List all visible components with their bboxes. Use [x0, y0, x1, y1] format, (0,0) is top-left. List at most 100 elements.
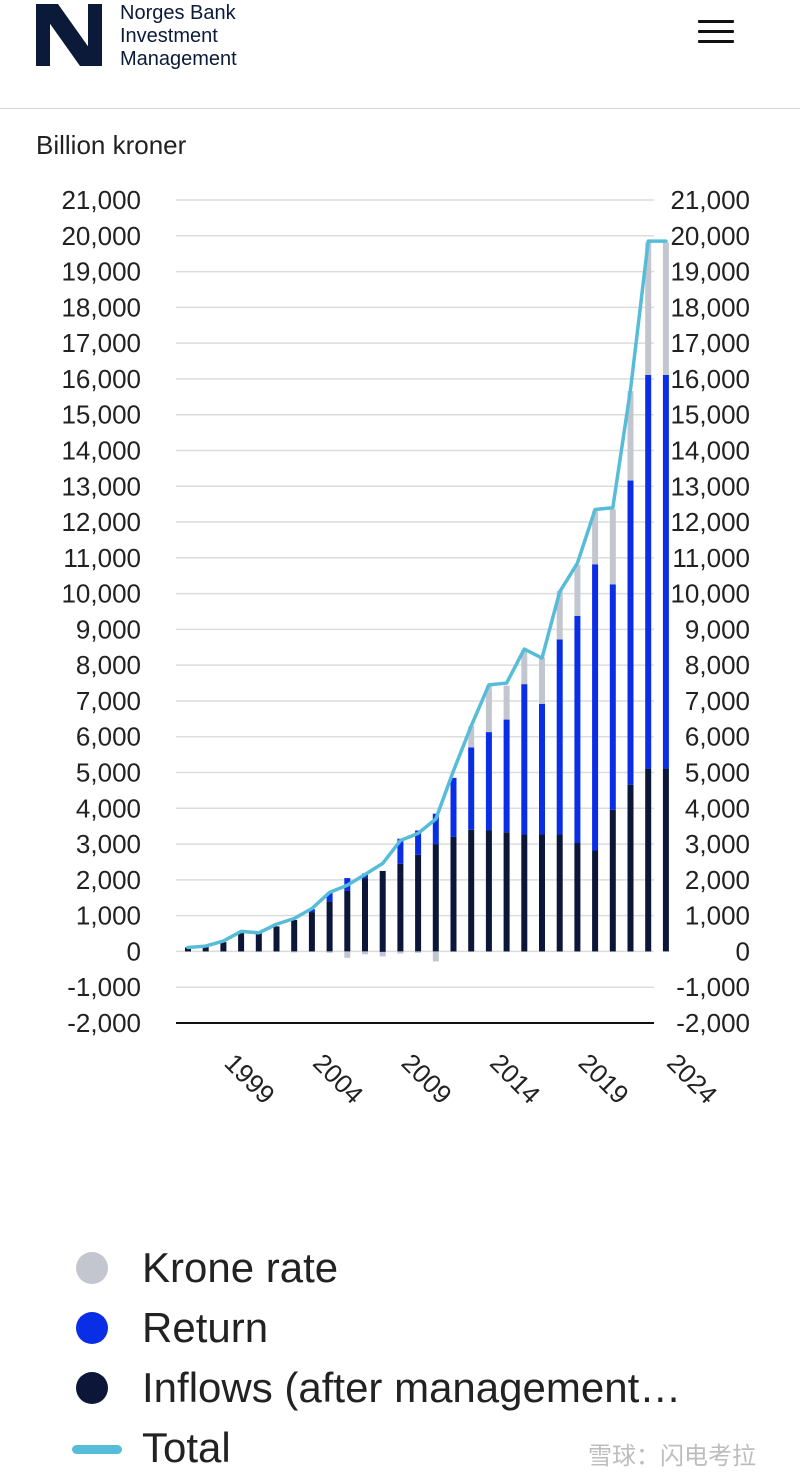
- bar-krone-2021: [609, 509, 616, 585]
- bar-return-2018: [556, 639, 563, 835]
- bar-krone-2023: [645, 242, 652, 375]
- bar-inflows-2011: [432, 844, 439, 952]
- y-tick-label-right: 4,000: [685, 793, 750, 823]
- y-tick-label-left: -1,000: [67, 972, 141, 1002]
- hamburger-menu-icon[interactable]: [698, 20, 734, 48]
- bar-return-2015: [503, 719, 510, 833]
- brand-name[interactable]: Norges Bank Investment Management: [120, 2, 237, 71]
- bar-krone-2009: [397, 951, 404, 954]
- y-tick-label-right: 13,000: [670, 471, 750, 501]
- bar-inflows-2023: [645, 768, 652, 952]
- bar-krone-2005: [326, 951, 333, 953]
- y-tick-label-left: 2,000: [76, 865, 141, 895]
- bar-krone-2015: [503, 685, 510, 720]
- y-tick-label-right: 21,000: [670, 185, 750, 215]
- bar-inflows-2020: [592, 850, 599, 952]
- bar-inflows-1998: [202, 946, 209, 952]
- return-swatch-icon: [76, 1312, 108, 1344]
- bar-return-2008: [379, 951, 386, 953]
- bar-inflows-2008: [379, 870, 386, 952]
- y-tick-label-left: 16,000: [61, 364, 141, 394]
- y-tick-label-left: 21,000: [61, 185, 141, 215]
- total-line-swatch-icon: [72, 1445, 122, 1454]
- y-tick-label-right: 5,000: [685, 758, 750, 788]
- x-tick-label: 2014: [484, 1048, 546, 1110]
- x-tick-label: 2009: [396, 1048, 458, 1110]
- bar-inflows-2017: [539, 834, 545, 952]
- y-tick-label-left: 7,000: [76, 686, 141, 716]
- inflows-swatch-icon: [76, 1372, 108, 1404]
- legend-item-inflows[interactable]: Inflows (after management…: [72, 1360, 772, 1420]
- bar-return-2013: [468, 747, 475, 830]
- x-tick-label: 2024: [661, 1048, 723, 1110]
- x-tick-label: 2019: [573, 1048, 635, 1110]
- bar-return-2011: [432, 813, 439, 845]
- bar-krone-2024: [662, 242, 669, 375]
- y-tick-label-left: 15,000: [61, 400, 141, 430]
- y-tick-label-left: 17,000: [61, 328, 141, 358]
- bar-inflows-2000: [238, 932, 245, 952]
- y-tick-label-left: 1,000: [76, 901, 141, 931]
- y-tick-label-right: 1,000: [685, 901, 750, 931]
- y-tick-label-left: 6,000: [76, 722, 141, 752]
- legend-label: Krone rate: [142, 1244, 339, 1291]
- y-tick-label-right: 10,000: [670, 579, 750, 609]
- y-tick-label-left: 10,000: [61, 579, 141, 609]
- legend-item-return[interactable]: Return: [72, 1300, 772, 1360]
- y-tick-label-left: 4,000: [76, 793, 141, 823]
- bar-krone-2017: [539, 657, 545, 704]
- bar-krone-2006: [344, 951, 351, 958]
- y-tick-label-right: 17,000: [670, 328, 750, 358]
- bar-inflows-2015: [503, 832, 510, 952]
- bar-inflows-2005: [326, 901, 333, 952]
- y-tick-label-right: -2,000: [676, 1008, 750, 1038]
- y-tick-label-left: 8,000: [76, 650, 141, 680]
- bar-return-2009: [397, 838, 404, 864]
- bar-inflows-2013: [468, 829, 475, 952]
- y-tick-label-left: 18,000: [61, 292, 141, 322]
- bar-krone-2022: [627, 391, 634, 481]
- legend-item-krone-rate[interactable]: Krone rate: [72, 1240, 772, 1300]
- total-series-line: [186, 239, 668, 950]
- bar-inflows-2022: [627, 784, 634, 952]
- y-tick-label-left: 11,000: [63, 543, 141, 573]
- x-tick-label: 1999: [219, 1048, 281, 1110]
- y-tick-label-left: 0: [127, 936, 141, 966]
- bar-krone-2008: [379, 952, 386, 957]
- bar-krone-2003: [291, 951, 298, 953]
- bar-inflows-2021: [609, 809, 616, 952]
- brand-line-3: Management: [120, 48, 237, 70]
- bar-return-2017: [539, 703, 545, 835]
- site-header: Norges Bank Investment Management: [0, 0, 800, 109]
- bar-krone-2018: [556, 591, 563, 640]
- y-tick-label-left: 12,000: [61, 507, 141, 537]
- y-tick-label-right: 19,000: [670, 257, 750, 287]
- nbim-n-logo-icon[interactable]: [36, 4, 102, 66]
- y-tick-label-right: 7,000: [685, 686, 750, 716]
- y-tick-label-right: 16,000: [670, 364, 750, 394]
- bar-return-2022: [627, 480, 634, 785]
- bar-return-2016: [521, 684, 528, 835]
- bar-inflows-2003: [291, 919, 298, 952]
- y-tick-label-right: 18,000: [670, 292, 750, 322]
- y-tick-label-left: 20,000: [61, 221, 141, 251]
- chart-legend: Krone rate Return Inflows (after managem…: [72, 1240, 772, 1480]
- y-tick-label-right: 8,000: [685, 650, 750, 680]
- y-tick-label-left: 5,000: [76, 758, 141, 788]
- bar-inflows-2024: [662, 768, 669, 952]
- bar-krone-2016: [521, 650, 528, 685]
- fund-value-chart: 21,000 21,000 20,000 20,000 19,000 19,000 18,0…: [61, 185, 750, 1110]
- bar-krone-2020: [592, 510, 599, 565]
- y-tick-label-left: 3,000: [76, 829, 141, 859]
- legend-item-total[interactable]: Total: [72, 1420, 772, 1480]
- bar-inflows-2007: [362, 878, 368, 952]
- bar-inflows-2018: [556, 834, 563, 952]
- x-tick-label: 2004: [307, 1048, 369, 1110]
- bar-return-2004: [308, 909, 315, 913]
- bar-inflows-2001: [255, 932, 262, 952]
- y-tick-label-right: 15,000: [670, 400, 750, 430]
- watermark: 雪球：闪电考拉: [588, 1443, 756, 1470]
- y-tick-label-right: 0: [736, 936, 750, 966]
- bar-inflows-2016: [521, 834, 528, 952]
- bar-krone-2010: [415, 951, 422, 953]
